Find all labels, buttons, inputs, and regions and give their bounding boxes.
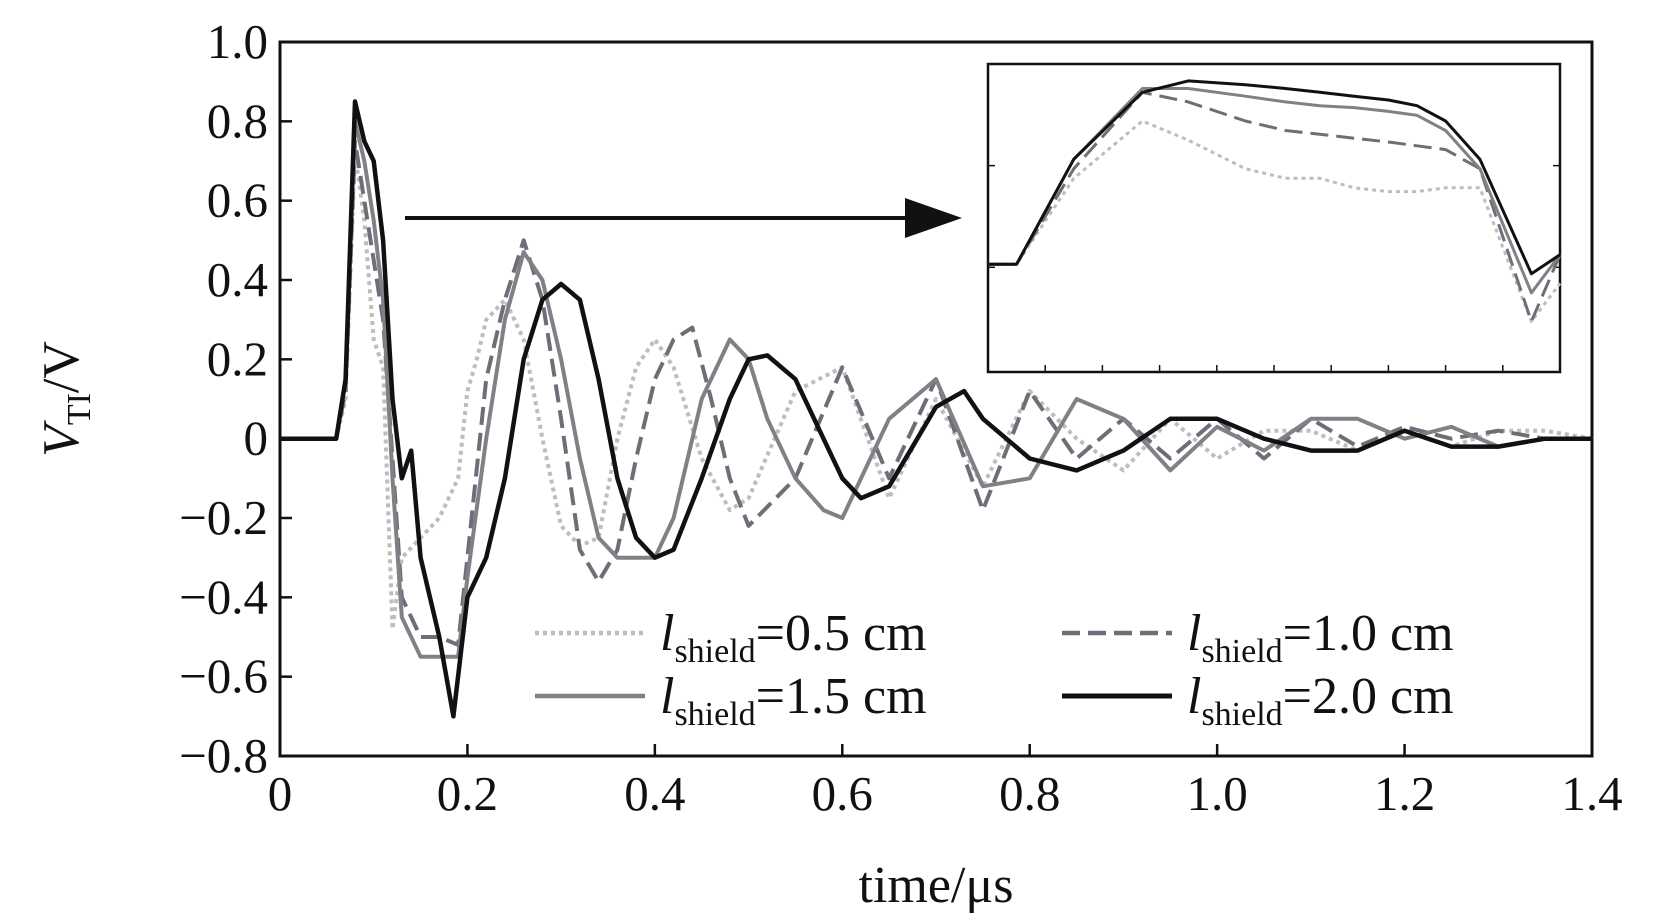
y-tick-label: −0.6 bbox=[179, 649, 268, 704]
x-tick-label: 0.2 bbox=[437, 766, 498, 821]
y-axis-title-main: V bbox=[33, 420, 90, 457]
inset-series-line bbox=[988, 119, 1562, 323]
plot-frame bbox=[278, 40, 1594, 758]
y-axis-title-suffix: /V bbox=[33, 341, 90, 393]
x-tick-label: 0.8 bbox=[999, 766, 1060, 821]
y-tick-label: 1.0 bbox=[207, 14, 268, 69]
x-tick-label: 0 bbox=[268, 766, 293, 821]
legend: lshield=0.5 cm lshield=1.0 cm lshield=1.5 … bbox=[535, 605, 1454, 733]
series-line bbox=[280, 151, 1593, 632]
y-tick-label: 0.8 bbox=[207, 93, 268, 148]
series-line bbox=[280, 119, 1592, 659]
legend-label: lshield=1.0 cm bbox=[1187, 605, 1454, 670]
y-tick-label: −0.8 bbox=[179, 728, 268, 783]
y-tick-label: 0.2 bbox=[207, 331, 268, 386]
inset-series-line bbox=[988, 90, 1562, 323]
y-tick-label: 0 bbox=[244, 411, 269, 466]
y-tick-label: 0.6 bbox=[207, 173, 268, 228]
x-axis: 0 0.2 0.4 0.6 0.8 1.0 1.2 1.4 bbox=[268, 744, 1623, 821]
inset-plot bbox=[986, 62, 1562, 374]
legend-label: lshield=0.5 cm bbox=[660, 605, 927, 670]
y-axis-title: VTI/V bbox=[33, 341, 98, 457]
inset-frame bbox=[986, 62, 1562, 374]
x-axis-title: time/μs bbox=[859, 857, 1014, 914]
x-tick-label: 1.0 bbox=[1187, 766, 1248, 821]
y-axis-title-sub: TI bbox=[61, 393, 98, 425]
y-axis: 1.0 0.8 0.6 0.4 0.2 0 −0.2 −0.4 −0.6 −0.8 bbox=[179, 14, 292, 783]
inset-ticks bbox=[988, 164, 1560, 372]
x-tick-label: 1.2 bbox=[1374, 766, 1435, 821]
svg-text:VTI/V: VTI/V bbox=[33, 341, 98, 457]
inset-lines bbox=[988, 79, 1562, 323]
series-line bbox=[280, 99, 1592, 719]
y-tick-label: −0.4 bbox=[179, 569, 268, 624]
y-tick-label: 0.4 bbox=[207, 252, 268, 307]
y-tick-label: −0.2 bbox=[179, 490, 268, 545]
callout-arrow bbox=[405, 198, 962, 238]
x-tick-label: 1.4 bbox=[1561, 766, 1622, 821]
x-tick-label: 0.6 bbox=[812, 766, 873, 821]
plot-area bbox=[280, 99, 1593, 719]
legend-label: lshield=2.0 cm bbox=[1187, 668, 1454, 733]
legend-label: lshield=1.5 cm bbox=[660, 668, 927, 733]
inset-series-line bbox=[988, 79, 1561, 276]
x-tick-label: 0.4 bbox=[624, 766, 685, 821]
